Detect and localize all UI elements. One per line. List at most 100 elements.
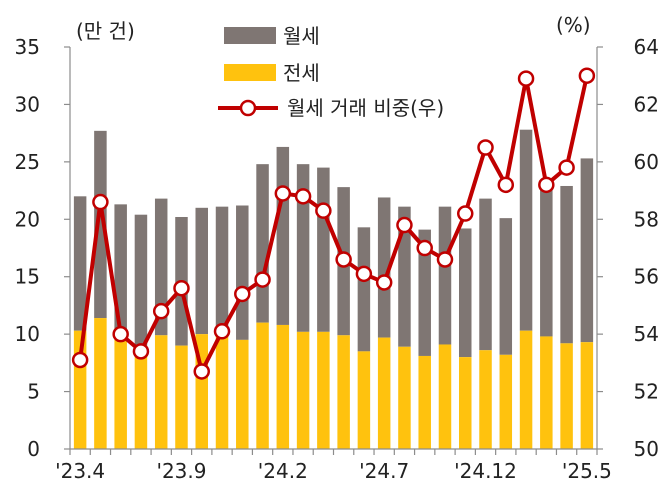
ratio-point	[315, 202, 332, 219]
ratio-point	[477, 139, 494, 156]
bar-monthly	[236, 205, 249, 340]
left-tick-label: 25	[15, 150, 40, 174]
ratio-point	[294, 188, 312, 205]
bar-monthly	[276, 146, 290, 325]
right-tick-label: 50	[634, 437, 659, 461]
legend-swatch-jeonse	[224, 64, 276, 81]
right-tick-label: 54	[634, 322, 659, 346]
ratio-point	[173, 279, 190, 297]
bar-jeonse	[276, 324, 290, 449]
bar-jeonse	[519, 330, 533, 449]
bar-monthly	[154, 198, 168, 336]
bar-jeonse	[357, 351, 371, 449]
bar-monthly	[317, 167, 330, 332]
right-tick-label: 56	[634, 265, 659, 289]
left-tick-label: 20	[15, 207, 40, 231]
bar-monthly	[560, 185, 573, 344]
left-axis-unit: (만 건)	[76, 19, 135, 43]
bar-jeonse	[438, 344, 452, 449]
ratio-point	[375, 274, 393, 291]
ratio-point	[538, 176, 555, 194]
ratio-point	[152, 302, 170, 320]
bar-monthly	[377, 197, 391, 338]
x-tick-label: '24.2	[258, 459, 308, 483]
bar-jeonse	[459, 357, 472, 449]
legend-label-jeonse: 전세	[283, 61, 320, 85]
bar-jeonse	[94, 318, 107, 449]
bar-monthly	[580, 158, 594, 343]
ratio-point	[234, 285, 251, 303]
right-axis-ticks: 50 52 54 56 58 60 62 64	[597, 35, 659, 461]
left-tick-label: 35	[15, 35, 40, 59]
bar-monthly	[398, 206, 411, 347]
bar-monthly	[134, 214, 148, 346]
bar-monthly	[418, 229, 431, 356]
bar-monthly	[73, 196, 87, 331]
bar-jeonse	[175, 345, 188, 449]
bar-monthly	[540, 189, 553, 337]
ratio-point	[254, 271, 271, 288]
ratio-point	[416, 239, 433, 257]
ratio-point	[355, 265, 373, 283]
bar-jeonse	[560, 343, 573, 449]
ratio-point	[71, 351, 89, 369]
right-axis-unit: (%)	[556, 13, 591, 37]
legend: 월세 전세 월세 거래 비중(우)	[218, 24, 444, 120]
legend-label-ratio: 월세 거래 비중(우)	[287, 96, 444, 120]
bar-jeonse	[580, 342, 594, 449]
ratio-point	[274, 185, 292, 202]
ratio-point	[92, 193, 109, 211]
left-tick-label: 0	[27, 437, 40, 461]
right-tick-label: 60	[634, 150, 659, 174]
ratio-line-series	[71, 67, 596, 380]
bar-monthly	[459, 228, 472, 358]
ratio-point	[193, 363, 210, 380]
bar-jeonse	[256, 322, 269, 449]
bar-monthly	[479, 198, 492, 351]
left-tick-label: 10	[15, 322, 40, 346]
monthly-rent-bars	[73, 129, 594, 358]
bar-jeonse	[398, 346, 411, 449]
ratio-point	[213, 323, 231, 340]
bar-monthly	[195, 207, 208, 335]
bar-monthly	[438, 206, 452, 345]
left-tick-label: 15	[15, 265, 40, 289]
bar-monthly	[296, 164, 310, 332]
right-tick-label: 58	[634, 207, 659, 231]
bar-jeonse	[317, 331, 330, 449]
bar-jeonse	[479, 350, 492, 449]
x-tick-label: '25.5	[562, 459, 612, 483]
bar-monthly	[215, 206, 229, 337]
right-tick-label: 62	[634, 92, 659, 116]
bar-jeonse	[418, 355, 431, 449]
legend-swatch-monthly	[224, 27, 276, 44]
left-axis-ticks: 0 5 10 15 20 25 30 35	[15, 35, 70, 461]
x-tick-label: '23.9	[156, 459, 206, 483]
legend-label-monthly: 월세	[283, 24, 320, 48]
ratio-point	[457, 205, 474, 222]
ratio-point	[335, 251, 352, 268]
jeonse-bars	[73, 318, 594, 449]
bar-jeonse	[114, 336, 127, 449]
bar-monthly	[499, 218, 513, 355]
left-tick-label: 30	[15, 92, 40, 116]
ratio-point	[132, 343, 150, 360]
bar-jeonse	[154, 335, 168, 449]
ratio-point	[558, 159, 575, 176]
bar-jeonse	[337, 335, 350, 449]
right-tick-label: 52	[634, 380, 659, 404]
ratio-point	[517, 70, 535, 87]
ratio-point	[396, 216, 413, 234]
bar-jeonse	[236, 339, 249, 449]
bar-jeonse	[296, 331, 310, 449]
bar-jeonse	[499, 354, 513, 449]
right-tick-label: 64	[634, 35, 659, 59]
bar-monthly	[357, 227, 371, 352]
bar-jeonse	[540, 336, 553, 449]
ratio-point	[497, 176, 515, 194]
bar-monthly	[256, 164, 269, 323]
ratio-point	[578, 67, 596, 84]
bar-monthly	[94, 130, 107, 319]
ratio-point	[112, 325, 129, 343]
